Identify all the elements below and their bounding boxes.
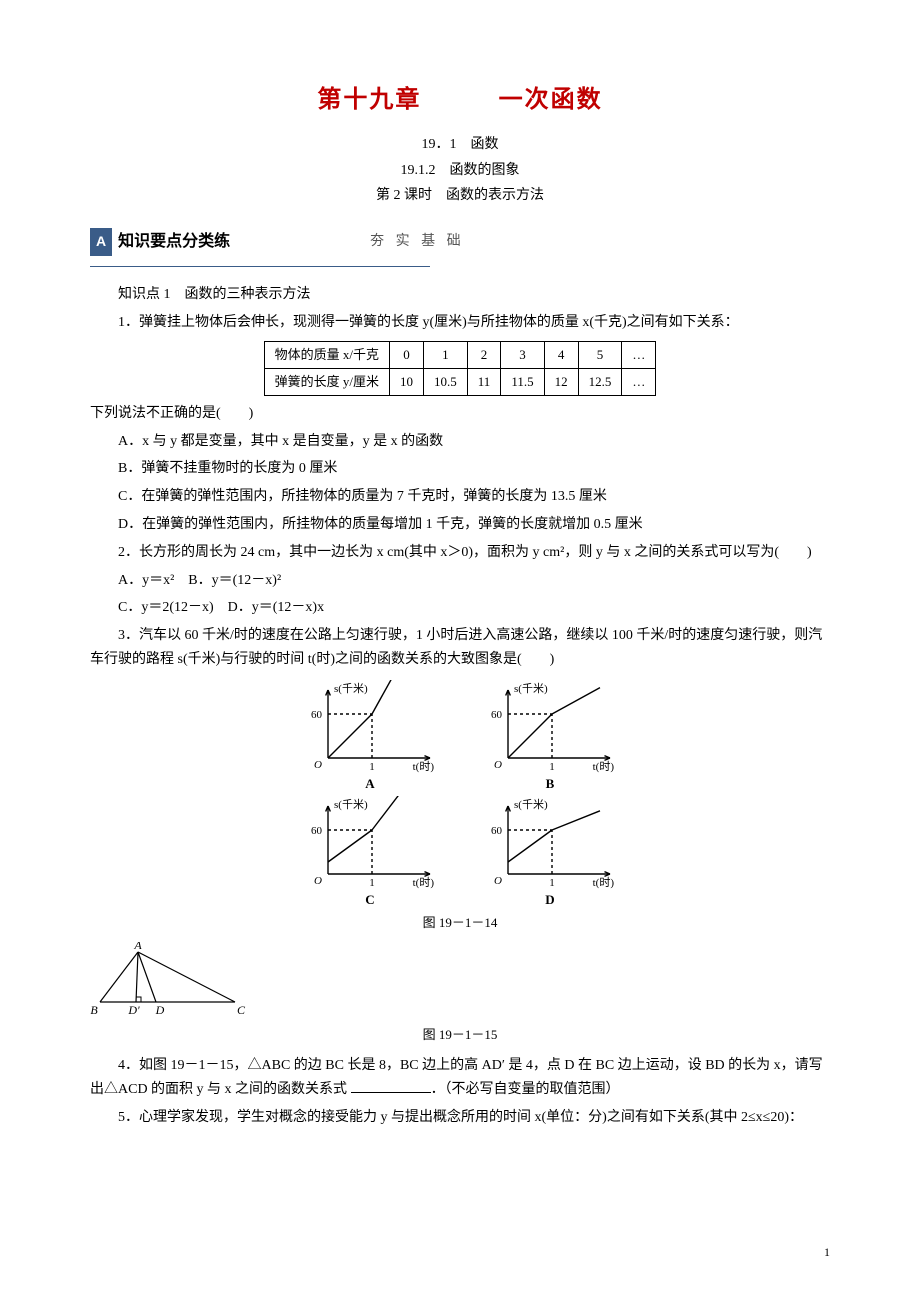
figure-caption-15: 图 19－1－15 bbox=[90, 1024, 830, 1046]
q2-options-ab: A．y＝x² B．y＝(12－x)² bbox=[90, 569, 830, 593]
svg-text:60: 60 bbox=[491, 709, 503, 721]
figure-caption-14: 图 19－1－14 bbox=[90, 912, 830, 934]
svg-text:60: 60 bbox=[311, 825, 323, 837]
svg-text:O: O bbox=[494, 875, 502, 887]
table-row: 弹簧的长度 y/厘米 10 10.5 11 11.5 12 12.5 … bbox=[264, 368, 656, 395]
q1-option-d: D．在弹簧的弹性范围内，所挂物体的质量每增加 1 千克，弹簧的长度就增加 0.5… bbox=[90, 513, 830, 537]
banner-underline bbox=[90, 266, 430, 267]
q2-stem: 2．长方形的周长为 24 cm，其中一边长为 x cm(其中 x＞0)，面积为 … bbox=[90, 541, 830, 565]
chapter-title: 第十九章 一次函数 bbox=[90, 80, 830, 121]
q5-stem: 5．心理学家发现，学生对概念的接受能力 y 与提出概念所用的时间 x(单位：分)… bbox=[90, 1106, 830, 1130]
svg-text:t(时): t(时) bbox=[593, 760, 615, 773]
banner-title: 知识要点分类练 bbox=[118, 228, 230, 255]
svg-text:D: D bbox=[155, 1003, 165, 1017]
svg-text:t(时): t(时) bbox=[593, 876, 615, 889]
svg-text:60: 60 bbox=[491, 825, 503, 837]
svg-text:s(千米): s(千米) bbox=[514, 682, 548, 695]
q1-stem: 1．弹簧挂上物体后会伸长，现测得一弹簧的长度 y(厘米)与所挂物体的质量 x(千… bbox=[90, 311, 830, 335]
knowledge-point-1: 知识点 1 函数的三种表示方法 bbox=[90, 283, 830, 307]
svg-text:1: 1 bbox=[549, 877, 555, 889]
chart-B: Os(千米) t(时) 60 1 B bbox=[480, 680, 620, 790]
table-row: 物体的质量 x/千克 0 1 2 3 4 5 … bbox=[264, 341, 656, 368]
q3-stem: 3．汽车以 60 千米/时的速度在公路上匀速行驶，1 小时后进入高速公路，继续以… bbox=[90, 624, 830, 672]
svg-text:A: A bbox=[365, 776, 375, 790]
heading-19-1-2: 19.1.2 函数的图象 bbox=[90, 159, 830, 183]
svg-text:t(时): t(时) bbox=[413, 760, 435, 773]
svg-text:1: 1 bbox=[369, 877, 375, 889]
svg-text:O: O bbox=[314, 875, 322, 887]
svg-text:60: 60 bbox=[311, 709, 323, 721]
q1-option-b: B．弹簧不挂重物时的长度为 0 厘米 bbox=[90, 457, 830, 481]
answer-blank bbox=[351, 1092, 431, 1093]
svg-text:B: B bbox=[546, 776, 555, 790]
svg-text:s(千米): s(千米) bbox=[334, 798, 368, 811]
table-header-length: 弹簧的长度 y/厘米 bbox=[264, 368, 389, 395]
section-banner: A 知识要点分类练 夯 实 基 础 bbox=[90, 228, 830, 256]
chart-A: Os(千米) t(时) 60 1 A bbox=[300, 680, 440, 790]
q1-table: 物体的质量 x/千克 0 1 2 3 4 5 … 弹簧的长度 y/厘米 10 1… bbox=[264, 341, 657, 396]
svg-text:B: B bbox=[90, 1003, 98, 1017]
banner-subtitle: 夯 实 基 础 bbox=[370, 230, 465, 254]
q4-stem: 4．如图 19－1－15，△ABC 的边 BC 长是 8，BC 边上的高 AD′… bbox=[90, 1054, 830, 1102]
triangle-diagram: A B C D' D bbox=[90, 942, 250, 1022]
svg-text:1: 1 bbox=[549, 761, 555, 773]
q3-charts: Os(千米) t(时) 60 1 A Os(千米) t(时) 60 1 B Os(千米) t(时) 6… bbox=[90, 680, 830, 934]
svg-text:s(千米): s(千米) bbox=[514, 798, 548, 811]
heading-19-1: 19．1 函数 bbox=[90, 133, 830, 157]
svg-text:O: O bbox=[494, 759, 502, 771]
chart-C: Os(千米) t(时) 60 1 C bbox=[300, 796, 440, 906]
page-number: 1 bbox=[824, 1242, 830, 1262]
chapter-left: 第十九章 bbox=[317, 86, 421, 113]
heading-lesson-2: 第 2 课时 函数的表示方法 bbox=[90, 184, 830, 208]
q1-option-a: A．x 与 y 都是变量，其中 x 是自变量，y 是 x 的函数 bbox=[90, 430, 830, 454]
svg-text:1: 1 bbox=[369, 761, 375, 773]
svg-text:D': D' bbox=[127, 1003, 140, 1017]
svg-text:t(时): t(时) bbox=[413, 876, 435, 889]
banner-box-letter: A bbox=[90, 228, 112, 256]
svg-text:D: D bbox=[545, 892, 554, 906]
q1-tail: 下列说法不正确的是( ) bbox=[90, 402, 830, 426]
q2-options-cd: C．y＝2(12－x) D．y＝(12－x)x bbox=[90, 596, 830, 620]
chapter-right: 一次函数 bbox=[499, 86, 603, 113]
chart-D: Os(千米) t(时) 60 1 D bbox=[480, 796, 620, 906]
svg-text:C: C bbox=[237, 1003, 246, 1017]
triangle-figure: A B C D' D 图 19－1－15 bbox=[90, 942, 830, 1046]
svg-text:A: A bbox=[133, 942, 142, 952]
svg-text:s(千米): s(千米) bbox=[334, 682, 368, 695]
table-header-mass: 物体的质量 x/千克 bbox=[264, 341, 389, 368]
svg-text:O: O bbox=[314, 759, 322, 771]
svg-text:C: C bbox=[365, 892, 374, 906]
q1-option-c: C．在弹簧的弹性范围内，所挂物体的质量为 7 千克时，弹簧的长度为 13.5 厘… bbox=[90, 485, 830, 509]
